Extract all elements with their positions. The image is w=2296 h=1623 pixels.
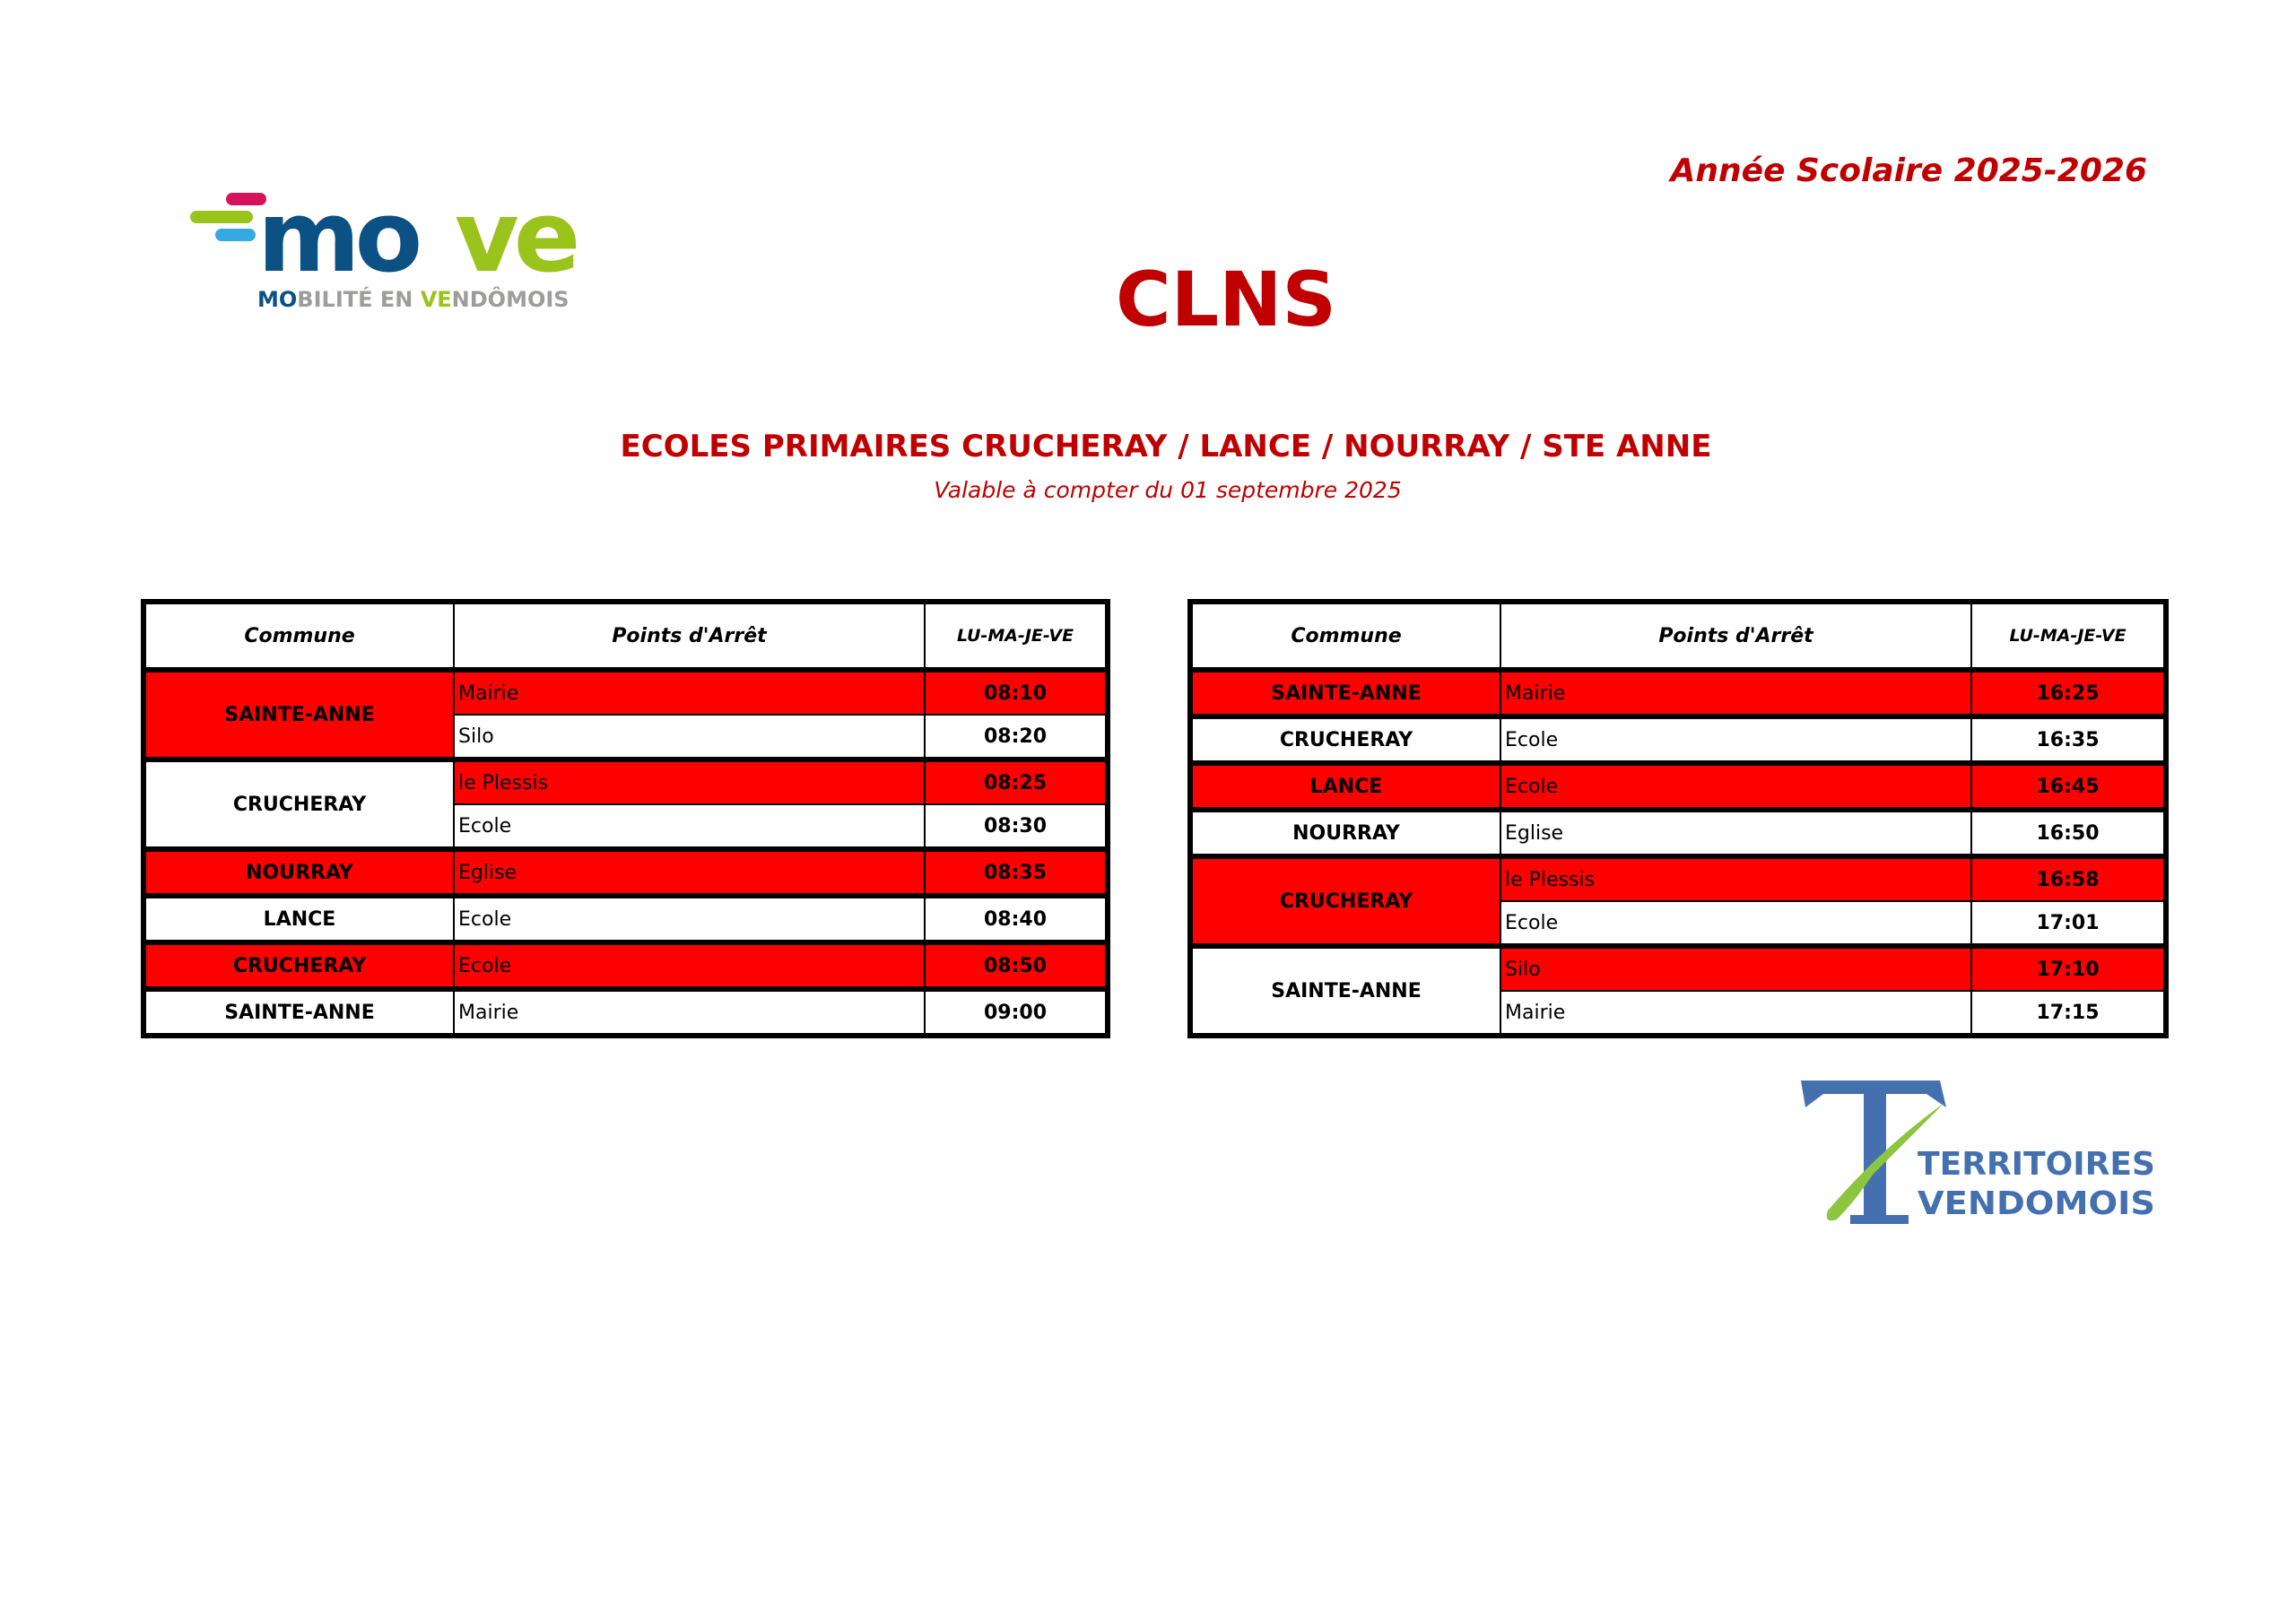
header-days: LU-MA-JE-VE (1970, 601, 2167, 673)
table-row: CRUCHERAY le Plessis 16:58 (1189, 854, 2167, 947)
commune-cell: CRUCHERAY (143, 757, 455, 850)
table-row: SAINTE-ANNE Silo 17:10 (1189, 943, 2167, 1037)
table-row: SAINTE-ANNE Mairie 16:25 (1189, 667, 2167, 717)
table-row: Silo 08:20 (144, 714, 1109, 760)
commune-cell: SAINTE-ANNE (1189, 943, 1501, 1037)
svg-text:TERRITOIRES: TERRITOIRES (1918, 1146, 2155, 1183)
commune-cell: NOURRAY (1189, 807, 1501, 857)
stop-cell: le Plessis (453, 757, 926, 805)
table-row: NOURRAY Eglise 08:35 (143, 846, 1109, 897)
commune-cell: SAINTE-ANNE (143, 986, 455, 1037)
table-row: Ecole 08:30 (144, 803, 1109, 850)
table-row: NOURRAY Eglise 16:50 (1189, 807, 2167, 857)
stop-cell: Silo (453, 714, 926, 760)
commune-cell: CRUCHERAY (1189, 854, 1501, 947)
time-cell: 08:50 (924, 940, 1109, 990)
table-row: LANCE Ecole 08:40 (143, 893, 1109, 943)
stop-cell: Mairie (453, 986, 926, 1037)
time-cell: 16:58 (1970, 854, 2167, 902)
time-cell: 09:00 (924, 986, 1109, 1037)
commune-cell: CRUCHERAY (143, 940, 455, 990)
time-cell: 08:20 (924, 714, 1109, 760)
table-row: CRUCHERAY le Plessis 08:25 (143, 757, 1109, 850)
subtitle: ECOLES PRIMAIRES CRUCHERAY / LANCE / NOU… (620, 429, 1712, 464)
header-row: Commune Points d'Arrêt LU-MA-JE-VE (1189, 601, 2167, 673)
territoires-vendomois-logo: TERRITOIRES VENDOMOIS (1801, 1081, 2155, 1224)
header-stops: Points d'Arrêt (453, 601, 926, 673)
stop-cell: Eglise (453, 846, 926, 897)
line-title: CLNS (1116, 256, 1336, 343)
validity-date: Valable à compter du 01 septembre 2025 (934, 477, 1402, 503)
stop-cell: Mairie (1500, 667, 1972, 717)
time-cell: 08:25 (924, 757, 1109, 805)
stop-cell: Ecole (1500, 760, 1972, 811)
svg-text:VENDOMOIS: VENDOMOIS (1918, 1185, 2155, 1222)
stop-cell: Ecole (453, 803, 926, 850)
svg-text:MOBILITÉ EN VENDÔMOIS: MOBILITÉ EN VENDÔMOIS (257, 285, 570, 312)
header-row: Commune Points d'Arrêt LU-MA-JE-VE (143, 601, 1109, 673)
time-cell: 16:50 (1970, 807, 2167, 857)
table-row: CRUCHERAY Ecole 16:35 (1189, 714, 2167, 764)
stop-cell: Mairie (453, 667, 926, 716)
table-row: SAINTE-ANNE Mairie 09:00 (143, 986, 1109, 1037)
commune-cell: LANCE (1189, 760, 1501, 811)
header-commune: Commune (143, 601, 455, 673)
time-cell: 08:40 (924, 893, 1109, 943)
time-cell: 08:10 (924, 667, 1109, 716)
time-cell: 17:01 (1970, 900, 2167, 947)
morning-timetable: Commune Points d'Arrêt LU-MA-JE-VE SAINT… (141, 599, 1110, 1038)
time-cell: 17:15 (1970, 990, 2167, 1037)
stop-cell: Ecole (453, 893, 926, 943)
commune-cell: LANCE (143, 893, 455, 943)
table-row: CRUCHERAY Ecole 08:50 (143, 940, 1109, 990)
header-commune: Commune (1189, 601, 1501, 673)
afternoon-timetable: Commune Points d'Arrêt LU-MA-JE-VE SAINT… (1187, 599, 2169, 1038)
commune-cell: CRUCHERAY (1189, 714, 1501, 764)
time-cell: 16:35 (1970, 714, 2167, 764)
time-cell: 08:35 (924, 846, 1109, 897)
stop-cell: Ecole (1500, 714, 1972, 764)
time-cell: 08:30 (924, 803, 1109, 850)
stop-cell: Ecole (1500, 900, 1972, 947)
move-logo: mo ve MOBILITÉ EN VENDÔMOIS (190, 184, 582, 312)
stop-cell: Silo (1500, 943, 1972, 992)
svg-text:ve: ve (455, 184, 577, 294)
commune-cell: NOURRAY (143, 846, 455, 897)
stop-cell: le Plessis (1500, 854, 1972, 902)
stop-cell: Ecole (453, 940, 926, 990)
table-row: Mairie 17:15 (1190, 990, 2167, 1037)
school-year: Année Scolaire 2025-2026 (1670, 152, 2148, 189)
commune-cell: SAINTE-ANNE (1189, 667, 1501, 717)
commune-cell: SAINTE-ANNE (143, 667, 455, 760)
table-row: LANCE Ecole 16:45 (1189, 760, 2167, 811)
table-row: Ecole 17:01 (1190, 900, 2167, 947)
time-cell: 16:45 (1970, 760, 2167, 811)
header-stops: Points d'Arrêt (1500, 601, 1972, 673)
svg-text:mo: mo (257, 184, 419, 294)
header-days: LU-MA-JE-VE (924, 601, 1109, 673)
stop-cell: Eglise (1500, 807, 1972, 857)
table-row: SAINTE-ANNE Mairie 08:10 (143, 667, 1109, 760)
time-cell: 17:10 (1970, 943, 2167, 992)
time-cell: 16:25 (1970, 667, 2167, 717)
stop-cell: Mairie (1500, 990, 1972, 1037)
